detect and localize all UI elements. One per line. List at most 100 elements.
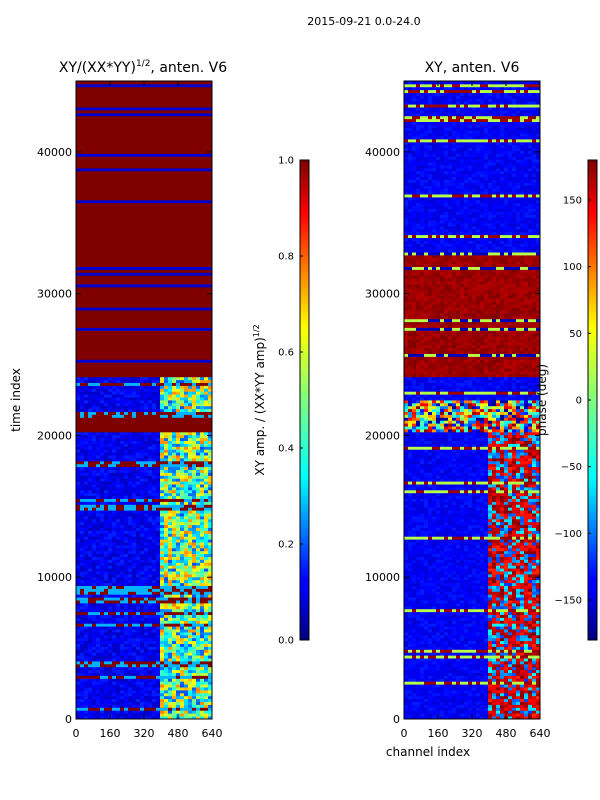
- heat-cell: [108, 565, 113, 569]
- heat-cell: [104, 695, 109, 700]
- heat-cell: [208, 321, 212, 325]
- heat-cell: [180, 698, 185, 702]
- heat-cell: [156, 687, 161, 691]
- heat-cell: [208, 530, 212, 534]
- heat-cell: [184, 475, 189, 479]
- heat-cell: [104, 663, 109, 668]
- heat-cell: [136, 466, 141, 470]
- heat-cell: [96, 371, 101, 375]
- heat-cell: [92, 449, 97, 453]
- heat-cell: [136, 690, 141, 694]
- heat-cell: [96, 391, 101, 395]
- heat-cell: [84, 632, 89, 636]
- heat-cell: [168, 550, 173, 555]
- heat-cell: [168, 298, 173, 302]
- heat-cell: [112, 518, 117, 523]
- heat-cell: [100, 507, 105, 511]
- heat-cell: [204, 333, 209, 337]
- heat-cell: [84, 472, 89, 476]
- heat-cell: [140, 382, 145, 386]
- heat-cell: [132, 608, 137, 613]
- heat-cell: [104, 391, 109, 395]
- heat-cell: [160, 321, 165, 325]
- heat-cell: [88, 463, 93, 468]
- heat-cell: [120, 713, 125, 717]
- heat-cell: [184, 643, 189, 647]
- heat-cell: [180, 362, 185, 366]
- heat-cell: [192, 582, 197, 586]
- heat-cell: [76, 576, 81, 581]
- heat-cell: [104, 408, 109, 412]
- heat-cell: [156, 353, 161, 357]
- heat-cell: [164, 562, 169, 566]
- heat-cell: [160, 603, 165, 607]
- heat-cell: [88, 342, 93, 346]
- heat-cell: [140, 489, 145, 494]
- heat-cell: [180, 516, 185, 520]
- heat-cell: [128, 362, 133, 366]
- heat-cell: [160, 690, 165, 694]
- heat-cell: [112, 359, 117, 363]
- heat-cell: [132, 449, 137, 453]
- heat-cell: [104, 368, 109, 372]
- heat-cell: [92, 571, 97, 575]
- heat-cell: [204, 646, 209, 650]
- heat-cell: [80, 429, 85, 433]
- heat-cell: [76, 489, 81, 494]
- heat-cell: [140, 356, 145, 360]
- heat-cell: [208, 347, 212, 352]
- heat-cell: [180, 452, 185, 456]
- heat-cell: [136, 371, 141, 375]
- heat-cell: [200, 536, 205, 540]
- heat-cell: [92, 292, 97, 296]
- heat-cell: [144, 661, 149, 665]
- heat-cell: [192, 710, 197, 714]
- heat-cell: [108, 321, 113, 325]
- heat-cell: [180, 623, 185, 627]
- heat-cell: [140, 405, 145, 410]
- heat-cell: [100, 347, 105, 352]
- heat-cell: [180, 527, 185, 531]
- heat-cell: [160, 492, 165, 497]
- heat-cell: [144, 594, 149, 598]
- heat-cell: [184, 675, 189, 679]
- heat-cell: [148, 701, 153, 705]
- heat-cell: [180, 339, 185, 343]
- heat-cell: [112, 391, 117, 395]
- heat-cell: [148, 597, 153, 601]
- heat-cell: [132, 382, 137, 386]
- heat-cell: [104, 716, 109, 719]
- heat-cell: [136, 315, 141, 320]
- heat-cell: [188, 495, 193, 499]
- heat-cell: [152, 321, 157, 325]
- heat-cell: [188, 620, 193, 624]
- heat-cell: [128, 336, 133, 340]
- heat-cell: [100, 368, 105, 372]
- heat-cell: [144, 524, 149, 528]
- heat-cell: [100, 315, 105, 320]
- heat-cell: [76, 458, 81, 462]
- heat-cell: [152, 655, 157, 659]
- heat-cell: [200, 327, 205, 331]
- heat-cell: [76, 707, 81, 711]
- heat-cell: [180, 571, 185, 575]
- heat-cell: [112, 687, 117, 691]
- heat-cell: [164, 547, 169, 552]
- left-title: XY/(XX*YY)1/2, anten. V6: [59, 59, 227, 76]
- heat-cell: [140, 649, 145, 653]
- heat-cell: [76, 292, 81, 296]
- heat-cell: [172, 597, 177, 601]
- heat-cell: [132, 652, 137, 656]
- heat-cell: [140, 394, 145, 398]
- heat-cell: [128, 649, 133, 653]
- heat-cell: [172, 600, 177, 604]
- heat-cell: [196, 605, 201, 610]
- heat-cell: [208, 437, 212, 441]
- heat-cell: [204, 678, 209, 682]
- heat-cell: [180, 661, 185, 665]
- heat-cell: [152, 530, 157, 534]
- heat-cell: [160, 550, 165, 555]
- heat-cell: [92, 585, 97, 589]
- heat-cell: [80, 678, 85, 682]
- heat-cell: [196, 371, 201, 375]
